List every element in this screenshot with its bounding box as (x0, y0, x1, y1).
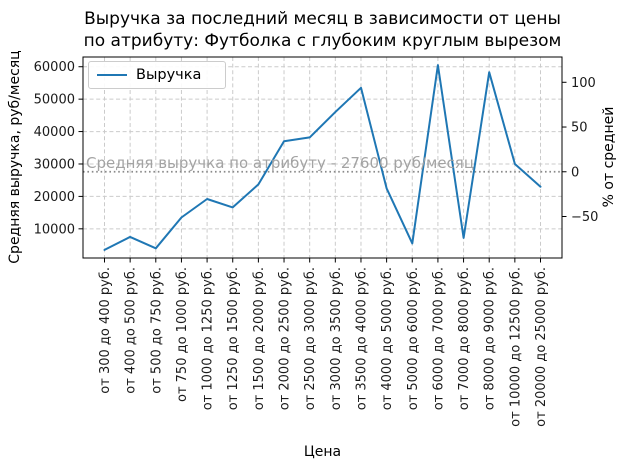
x-tick-label: от 7000 до 8000 руб. (457, 267, 472, 410)
y-tick-label: 10000 (34, 222, 75, 237)
plot-border (82, 56, 563, 259)
right-tick-label: 50 (571, 121, 588, 136)
legend-line-swatch (97, 74, 127, 76)
y-tick-label: 30000 (34, 157, 75, 172)
x-tick-label: от 1250 до 1500 руб. (226, 267, 241, 410)
x-tick-label: от 2500 до 3000 руб. (303, 267, 318, 410)
revenue-line (103, 64, 542, 251)
legend-box: Выручка (88, 61, 226, 89)
x-tick-label: от 2000 до 2500 руб. (278, 267, 293, 410)
x-tick-label: от 300 до 400 руб. (98, 267, 113, 394)
right-tick-label: 0 (571, 165, 579, 180)
x-tick-label: от 3500 до 4000 руб. (354, 267, 369, 410)
x-tick-label: от 6000 до 7000 руб. (431, 267, 446, 410)
y-tick-label: 60000 (34, 60, 75, 75)
x-tick-label: от 500 до 750 руб. (149, 267, 164, 394)
x-tick-label: от 1500 до 2000 руб. (252, 267, 267, 410)
x-tick-label: от 5000 до 6000 руб. (406, 267, 421, 410)
x-tick-label: от 8000 до 9000 руб. (483, 267, 498, 410)
x-tick-label: от 400 до 500 руб. (124, 267, 139, 394)
right-tick-label: 100 (571, 76, 596, 91)
x-tick-label: от 1000 до 1250 руб. (201, 267, 216, 410)
legend-label: Выручка (136, 67, 202, 83)
chart-title: Выручка за последний месяц в зависимости… (83, 9, 562, 51)
y-axis-label-left: Средняя выручка, руб/месяц (7, 50, 23, 264)
right-tick-label: −50 (571, 210, 598, 225)
mean-line-annotation: Средняя выручка по атрибуту - 27600 руб/… (86, 154, 475, 172)
x-tick-label: от 3000 до 3500 руб. (329, 267, 344, 410)
x-tick-label: от 750 до 1000 руб. (175, 267, 190, 402)
x-tick-label: от 10000 до 12500 руб. (508, 267, 523, 427)
x-axis-label: Цена (303, 444, 342, 460)
y-axis-label-right: % от средней (601, 106, 617, 208)
y-tick-label: 50000 (34, 93, 75, 108)
x-tick-label: от 20000 до 25000 руб. (534, 267, 549, 427)
y-tick-label: 40000 (34, 125, 75, 140)
y-tick-label: 20000 (34, 190, 75, 205)
x-tick-label: от 4000 до 5000 руб. (380, 267, 395, 410)
